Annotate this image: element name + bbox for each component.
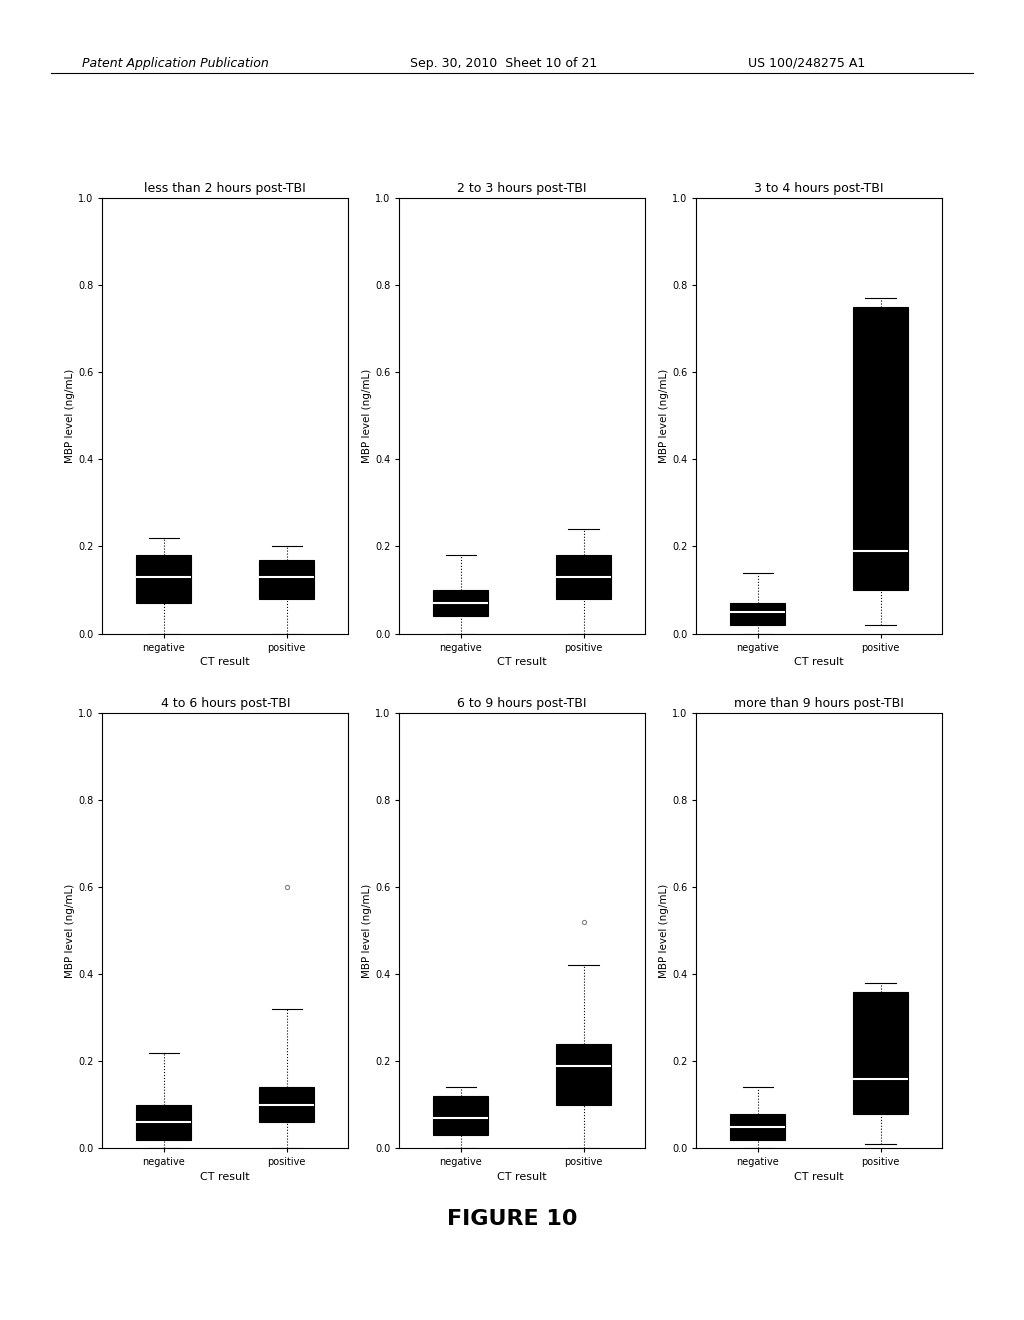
X-axis label: CT result: CT result — [498, 657, 547, 667]
Bar — [136, 556, 191, 603]
Text: FIGURE 10: FIGURE 10 — [446, 1209, 578, 1229]
Bar — [853, 306, 908, 590]
Y-axis label: MBP level (ng/mL): MBP level (ng/mL) — [66, 883, 75, 978]
X-axis label: CT result: CT result — [201, 1172, 250, 1181]
Y-axis label: MBP level (ng/mL): MBP level (ng/mL) — [659, 368, 669, 463]
Y-axis label: MBP level (ng/mL): MBP level (ng/mL) — [362, 883, 372, 978]
Bar — [730, 603, 785, 624]
Y-axis label: MBP level (ng/mL): MBP level (ng/mL) — [66, 368, 75, 463]
Title: 4 to 6 hours post-TBI: 4 to 6 hours post-TBI — [161, 697, 290, 710]
Title: more than 9 hours post-TBI: more than 9 hours post-TBI — [734, 697, 904, 710]
Bar — [853, 991, 908, 1114]
Title: 2 to 3 hours post-TBI: 2 to 3 hours post-TBI — [458, 182, 587, 195]
Bar — [433, 1096, 488, 1135]
Bar — [136, 1105, 191, 1139]
X-axis label: CT result: CT result — [795, 657, 844, 667]
Bar — [259, 1088, 314, 1122]
Title: 6 to 9 hours post-TBI: 6 to 9 hours post-TBI — [458, 697, 587, 710]
X-axis label: CT result: CT result — [201, 657, 250, 667]
Text: Patent Application Publication: Patent Application Publication — [82, 57, 268, 70]
Bar — [730, 1114, 785, 1139]
Title: less than 2 hours post-TBI: less than 2 hours post-TBI — [144, 182, 306, 195]
Y-axis label: MBP level (ng/mL): MBP level (ng/mL) — [659, 883, 669, 978]
Title: 3 to 4 hours post-TBI: 3 to 4 hours post-TBI — [755, 182, 884, 195]
Bar — [433, 590, 488, 616]
X-axis label: CT result: CT result — [498, 1172, 547, 1181]
Bar — [556, 1044, 611, 1105]
Bar — [259, 560, 314, 599]
Text: US 100/248275 A1: US 100/248275 A1 — [748, 57, 865, 70]
Y-axis label: MBP level (ng/mL): MBP level (ng/mL) — [362, 368, 372, 463]
Text: Sep. 30, 2010  Sheet 10 of 21: Sep. 30, 2010 Sheet 10 of 21 — [410, 57, 597, 70]
Bar — [556, 556, 611, 599]
X-axis label: CT result: CT result — [795, 1172, 844, 1181]
